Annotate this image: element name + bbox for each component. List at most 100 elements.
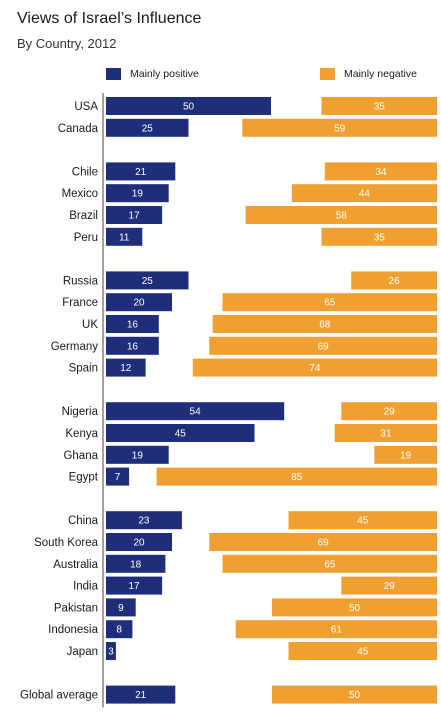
country-label-india: India: [73, 581, 99, 593]
legend-positive-swatch: [106, 68, 121, 80]
bar-negative-kenya: [334, 424, 437, 442]
bar-positive-value-chile: 21: [135, 167, 147, 178]
bar-negative-australia: [222, 554, 437, 573]
country-label-kenya: Kenya: [65, 428, 98, 440]
bar-negative-value-chile: 34: [375, 167, 387, 178]
bar-positive-spain: [106, 358, 146, 377]
bar-positive-value-egypt: 7: [115, 472, 121, 483]
bar-negative-uk: [212, 315, 437, 333]
bar-positive-value-pakistan: 9: [118, 603, 124, 614]
bar-negative-indonesia: [235, 620, 437, 639]
bar-positive-indonesia: [106, 620, 133, 639]
bar-positive-kenya: [106, 424, 255, 442]
bar-positive-china: [106, 511, 182, 530]
bar-negative-value-spain: 74: [309, 363, 321, 374]
bar-negative-value-kenya: 31: [380, 429, 392, 440]
bar-positive-global-average: [106, 685, 176, 704]
bar-negative-value-canada: 59: [334, 123, 346, 134]
bar-negative-india: [341, 576, 437, 595]
country-label-chile: Chile: [72, 166, 98, 178]
country-label-china: China: [68, 515, 99, 527]
bar-positive-chile: [106, 162, 176, 181]
legend-negative-swatch: [320, 68, 335, 80]
bar-positive-value-russia: 25: [142, 276, 154, 287]
bar-positive-value-brazil: 17: [128, 211, 140, 222]
bar-positive-canada: [106, 118, 189, 137]
bar-negative-value-uk: 68: [319, 320, 331, 331]
bar-negative-peru: [321, 227, 437, 246]
bar-positive-mexico: [106, 184, 169, 203]
country-label-france: France: [62, 297, 98, 309]
bar-negative-value-peru: 35: [374, 232, 386, 243]
country-label-brazil: Brazil: [69, 210, 98, 222]
bar-positive-value-australia: 18: [130, 559, 142, 570]
bar-negative-japan: [288, 642, 437, 660]
bar-positive-japan: [106, 642, 116, 660]
bar-positive-value-mexico: 19: [132, 189, 144, 200]
country-label-germany: Germany: [51, 341, 99, 353]
bar-positive-value-usa: 50: [183, 102, 195, 113]
bar-positive-egypt: [106, 467, 130, 486]
bar-negative-value-indonesia: 61: [331, 625, 343, 636]
bar-negative-value-india: 29: [384, 581, 396, 592]
bar-negative-value-nigeria: 29: [384, 407, 396, 418]
bar-negative-mexico: [291, 184, 437, 203]
country-label-ghana: Ghana: [63, 450, 98, 462]
bar-negative-spain: [192, 358, 437, 377]
bar-negative-value-brazil: 58: [336, 211, 348, 222]
bar-positive-value-japan: 3: [108, 647, 114, 658]
bar-negative-value-ghana: 19: [400, 450, 412, 461]
country-label-peru: Peru: [74, 232, 98, 244]
bar-positive-uk: [106, 315, 159, 333]
bar-positive-russia: [106, 271, 189, 290]
chart-title: Views of Israel’s Influence: [17, 10, 202, 27]
country-label-mexico: Mexico: [62, 188, 98, 200]
bar-positive-value-canada: 25: [142, 123, 154, 134]
bar-positive-value-china: 23: [138, 516, 150, 527]
bar-positive-value-kenya: 45: [175, 429, 187, 440]
bar-negative-pakistan: [272, 598, 437, 617]
country-label-pakistan: Pakistan: [54, 602, 98, 614]
bar-negative-usa: [321, 97, 437, 115]
legend-negative: Mainly negative: [320, 67, 417, 81]
bar-positive-value-peru: 11: [119, 232, 130, 243]
bar-positive-value-nigeria: 54: [190, 407, 202, 418]
bar-negative-germany: [209, 336, 437, 355]
bar-negative-china: [288, 511, 437, 530]
bar-positive-usa: [106, 97, 271, 115]
bar-negative-chile: [324, 162, 437, 181]
country-label-global-average: Global average: [20, 690, 98, 702]
bar-positive-pakistan: [106, 598, 136, 617]
bar-negative-value-australia: 65: [324, 559, 336, 570]
bar-positive-australia: [106, 554, 166, 573]
bar-positive-value-germany: 16: [127, 341, 139, 352]
bar-positive-india: [106, 576, 163, 595]
bar-negative-value-france: 65: [324, 298, 336, 309]
bar-negative-value-egypt: 85: [291, 472, 303, 483]
bar-positive-ghana: [106, 445, 169, 464]
bar-positive-value-spain: 12: [120, 363, 132, 374]
bar-negative-value-germany: 69: [318, 341, 330, 352]
bar-positive-south-korea: [106, 533, 172, 551]
bar-negative-ghana: [374, 445, 437, 464]
country-label-canada: Canada: [58, 123, 99, 135]
country-label-nigeria: Nigeria: [62, 406, 99, 418]
bar-positive-nigeria: [106, 402, 285, 421]
bar-negative-value-global-average: 50: [349, 690, 361, 701]
bar-negative-value-south-korea: 69: [318, 538, 330, 549]
bar-negative-value-china: 45: [357, 516, 369, 527]
bar-positive-peru: [106, 227, 143, 246]
bar-negative-nigeria: [341, 402, 437, 421]
country-label-uk: UK: [82, 319, 98, 331]
bar-negative-russia: [351, 271, 437, 290]
bar-negative-global-average: [272, 685, 437, 704]
bar-negative-canada: [242, 118, 437, 137]
chart-subtitle: By Country, 2012: [17, 36, 117, 51]
country-label-australia: Australia: [53, 559, 98, 571]
country-label-usa: USA: [74, 101, 98, 113]
legend-positive-label: Mainly positive: [130, 68, 199, 80]
bar-positive-germany: [106, 336, 159, 355]
bar-positive-value-india: 17: [128, 581, 140, 592]
bar-positive-value-indonesia: 8: [116, 625, 122, 636]
